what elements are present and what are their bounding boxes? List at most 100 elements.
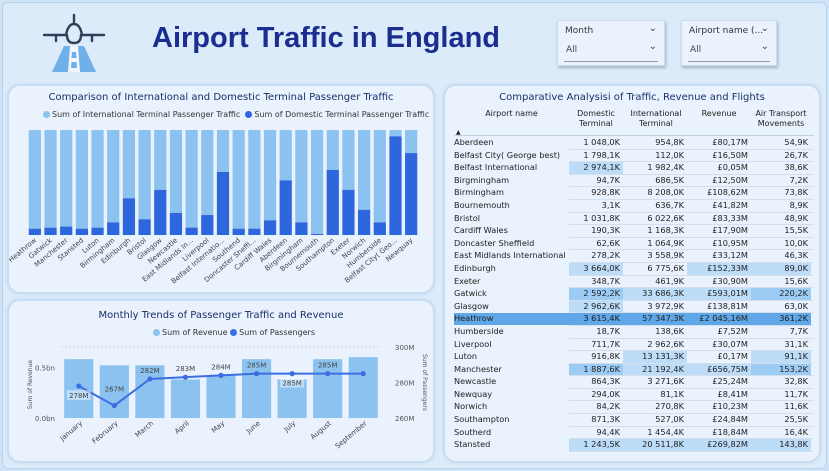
row-divider [569, 249, 814, 251]
month-slicer-value[interactable]: All [566, 45, 578, 55]
table-body: Aberdeen 1 048,0K 954,8K £80,17M 54,9K Belfas… [454, 137, 814, 452]
legend-revenue: Sum of Revenue [162, 328, 228, 337]
col-header-domestic[interactable]: Domestic Terminal [577, 109, 615, 128]
cell-movements: 73,8K [784, 187, 808, 198]
table-row[interactable]: Glasgow 2 962,6K 3 972,9K £138,81M 63,0K [454, 300, 814, 313]
chevron-down-icon[interactable]: ⌄ [648, 23, 657, 34]
table-row[interactable]: Doncaster Sheffield 62,6K 1 064,9K £10,95M 1… [454, 238, 814, 250]
y-right-tick: 300M [395, 344, 414, 352]
table-row[interactable]: Aberdeen 1 048,0K 954,8K £80,17M 54,9K [454, 137, 814, 149]
chevron-down-icon[interactable]: ⌄ [648, 41, 657, 52]
month-slicer[interactable]: Month ⌄ All ⌄ [557, 20, 665, 66]
cell-international: 2 962,6K [647, 338, 684, 349]
col-header-airport[interactable]: Airport name [485, 109, 538, 118]
table-row[interactable]: Newcastle 864,3K 3 271,6K £25,24M 32,8K [454, 376, 814, 388]
bar-domestic [248, 228, 261, 235]
cell-movements: 7,2K [789, 174, 808, 185]
cell-domestic: 3 664,0K [569, 262, 623, 275]
comparison-legend: Sum of International Terminal Passenger … [43, 110, 429, 119]
y-left-tick: 0.5bn [35, 364, 55, 372]
col-header-international[interactable]: International Terminal [630, 109, 682, 128]
chevron-down-icon[interactable]: ⌄ [760, 41, 769, 52]
cell-international: 1 982,4K [647, 162, 684, 173]
month-tick-label: February [91, 419, 120, 445]
cell-airport: Aberdeen [454, 137, 494, 147]
bar-domestic [232, 228, 245, 235]
bar-domestic [44, 227, 57, 235]
legend-international: Sum of International Terminal Passenger … [52, 110, 241, 119]
cell-domestic: 18,7K [596, 325, 620, 336]
table-row[interactable]: East Midlands International 278,2K 3 558,9… [454, 250, 814, 262]
cell-domestic: 94,4K [596, 426, 620, 437]
row-divider [569, 198, 814, 200]
row-divider [569, 211, 814, 213]
table-row[interactable]: Bournemouth 3,1K 636,7K £41,82M 8,9K [454, 200, 814, 212]
legend-dot [43, 111, 50, 118]
table-row[interactable]: Cardiff Wales 190,3K 1 168,3K £17,90M 15,5K [454, 225, 814, 237]
passengers-point [76, 383, 82, 389]
revenue-bar [241, 359, 272, 418]
table-row[interactable]: Gatwick 2 592,2K 33 686,3K £593,01M 220,2K [454, 288, 814, 300]
row-divider [569, 261, 814, 263]
row-divider [569, 236, 814, 238]
cell-domestic: 190,3K [591, 225, 620, 236]
table-row[interactable]: Birmingham 928,8K 8 208,0K £108,62M 73,8K [454, 187, 814, 199]
cell-airport: Manchester [454, 363, 502, 374]
table-row[interactable]: Stansted 1 243,5K 20 511,8K £269,82M 143,8K [454, 439, 814, 451]
cell-airport: Bristol [454, 212, 481, 223]
cell-domestic: 871,3K [591, 414, 620, 425]
cell-revenue: £10,23M [712, 401, 748, 412]
bar-domestic [295, 222, 308, 235]
cell-international: 57 347,3K [623, 313, 687, 325]
cell-movements: 8,9K [789, 199, 808, 210]
legend-passengers: Sum of Passengers [239, 328, 316, 337]
table-row[interactable]: Edinburgh 3 664,0K 6 775,6K £152,33M 89,0K [454, 262, 814, 275]
bar-domestic [28, 228, 41, 235]
sort-ascending-icon[interactable]: ▲ [456, 129, 461, 136]
table-row[interactable]: Manchester 1 887,6K 21 192,4K £656,75M 153,2… [454, 363, 814, 376]
table-row[interactable]: Bristol 1 031,8K 6 022,6K £83,33M 48,9K [454, 213, 814, 225]
cell-airport: Southampton [454, 414, 510, 425]
revenue-bar [135, 365, 165, 418]
revenue-bar [206, 375, 236, 418]
airport-slicer-label: Airport name (... [689, 26, 764, 36]
col-header-revenue[interactable]: Revenue [701, 109, 737, 118]
bar-domestic [373, 222, 386, 235]
page-title: Airport Traffic in England [152, 22, 501, 54]
table-row[interactable]: Belfast International 2 974,1K 1 982,4K £0,… [454, 162, 814, 174]
table-row[interactable]: Belfast City( George best) 1 798,1K 112,0K… [454, 150, 814, 162]
cell-airport: East Midlands International [454, 250, 566, 261]
y-left-tick: 0.0bn [35, 415, 55, 423]
table-row[interactable]: Southerd 94,4K 1 454,4K £18,84M 16,4K [454, 427, 814, 439]
airport-slicer[interactable]: Airport name (... ⌄ All ⌄ [681, 20, 777, 66]
cell-international: 3 271,6K [647, 376, 684, 387]
bar-domestic [326, 169, 339, 235]
airport-slicer-value[interactable]: All [690, 45, 702, 55]
cell-international: 6 022,6K [647, 212, 684, 223]
cell-movements: 31,1K [784, 338, 808, 349]
row-divider [569, 173, 814, 175]
cell-international: 8 208,0K [647, 187, 684, 198]
table-title: Comparative Analysisi of Traffic, Revenu… [499, 92, 765, 103]
table-row[interactable]: Birgmingham 94,7K 686,5K £12,50M 7,2K [454, 175, 814, 187]
cell-international: 6 775,6K [647, 262, 684, 273]
comparison-bar-chart[interactable]: HeathrowGatwickManchesterStanstedLutonBi… [9, 86, 435, 294]
table-row[interactable]: Liverpool 711,7K 2 962,6K £30,07M 31,1K [454, 339, 814, 351]
table-row[interactable]: Heathrow 3 615,4K 57 347,3K £2 045,16M 361,2… [454, 313, 814, 325]
table-row[interactable]: Norwich 84,2K 270,8K £10,23M 11,6K [454, 401, 814, 413]
cell-international: 3 972,9K [647, 300, 684, 311]
bar-international [326, 130, 339, 170]
col-header-movements[interactable]: Air Transport Movements [755, 109, 807, 128]
cell-airport: Liverpool [454, 338, 492, 349]
table-row[interactable]: Southampton 871,3K 527,0K £24,84M 25,5K [454, 414, 814, 426]
chevron-down-icon[interactable]: ⌄ [760, 23, 769, 34]
cell-revenue: £18,84M [712, 426, 748, 437]
table-row[interactable]: Luton 916,8K 13 131,3K £0,17M 91,1K [454, 351, 814, 363]
cell-movements: 16,4K [784, 426, 808, 437]
table-row[interactable]: Newquay 294,0K 81,1K £8,41M 11,7K [454, 389, 814, 401]
bar-domestic [75, 228, 88, 235]
table-row[interactable]: Humberside 18,7K 138,6K £7,52M 7,7K [454, 326, 814, 338]
passengers-data-label: 282M [140, 367, 159, 375]
table-row[interactable]: Exeter 348,7K 461,9K £30,90M 15,6K [454, 276, 814, 288]
